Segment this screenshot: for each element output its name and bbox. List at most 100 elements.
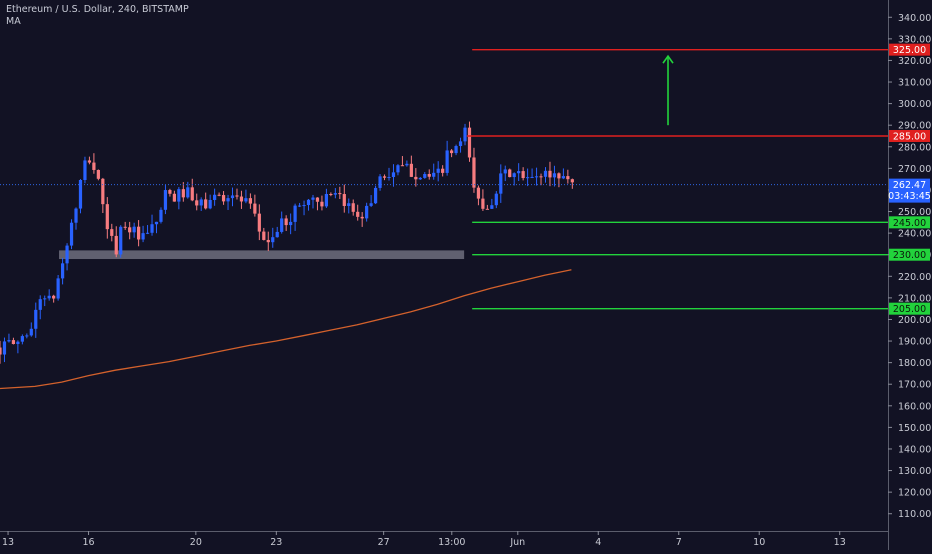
candle-body bbox=[329, 193, 333, 195]
candle-body bbox=[87, 160, 92, 163]
candle-body bbox=[230, 195, 235, 199]
candle-body bbox=[275, 231, 279, 238]
candle-body bbox=[458, 141, 463, 147]
candle-body bbox=[128, 227, 132, 233]
time-tick-label: 7 bbox=[676, 537, 682, 548]
candle-body bbox=[280, 218, 284, 232]
candle-body bbox=[463, 127, 467, 142]
candle-body bbox=[195, 200, 199, 206]
candle-body bbox=[137, 226, 141, 240]
candle-body bbox=[557, 173, 561, 179]
candle-body bbox=[43, 298, 47, 300]
candle-body bbox=[382, 176, 387, 178]
moving-average-line bbox=[0, 269, 572, 390]
candle-body bbox=[172, 193, 176, 202]
candle-body bbox=[217, 194, 221, 196]
countdown-label: 03:43:45 bbox=[888, 191, 931, 202]
price-tick-label: 270.00 bbox=[898, 164, 931, 175]
candle-body bbox=[526, 177, 530, 179]
candle-body bbox=[365, 205, 369, 219]
candle-body bbox=[445, 150, 449, 173]
support-245-label: 245.00 bbox=[893, 218, 926, 229]
support-zone bbox=[59, 250, 465, 260]
candle-body bbox=[181, 189, 185, 198]
candle-body bbox=[320, 201, 324, 207]
candle-body bbox=[467, 127, 472, 158]
candle-body bbox=[333, 193, 337, 195]
time-tick-label: 16 bbox=[82, 537, 94, 548]
candle-body bbox=[414, 176, 418, 180]
price-tick-label: 150.00 bbox=[898, 423, 931, 434]
time-axis-panel bbox=[0, 531, 888, 550]
candle-body bbox=[266, 239, 270, 243]
candle-body bbox=[186, 187, 190, 198]
resistance-325-label: 325.00 bbox=[893, 45, 926, 56]
candle-body bbox=[338, 193, 342, 195]
candle-body bbox=[284, 218, 288, 226]
candle-body bbox=[101, 178, 105, 205]
candle-body bbox=[427, 174, 431, 177]
candle-body bbox=[409, 163, 413, 177]
candle-body bbox=[503, 169, 507, 174]
candle-body bbox=[123, 226, 127, 228]
candle-body bbox=[204, 199, 208, 209]
price-tick-label: 210.00 bbox=[898, 293, 931, 304]
price-tick-label: 310.00 bbox=[898, 78, 931, 89]
candle-body bbox=[351, 203, 355, 212]
price-tick-label: 280.00 bbox=[898, 142, 931, 153]
candle-body bbox=[78, 180, 83, 209]
candle-body bbox=[512, 173, 516, 178]
candle-body bbox=[373, 187, 378, 204]
candle-body bbox=[297, 205, 302, 207]
price-tick-label: 330.00 bbox=[898, 34, 931, 45]
time-tick-label: 20 bbox=[190, 537, 202, 548]
candle-body bbox=[494, 193, 498, 206]
candle-body bbox=[20, 336, 24, 342]
candle-body bbox=[2, 341, 7, 355]
candle-body bbox=[257, 213, 261, 232]
time-tick-label: 27 bbox=[378, 537, 390, 548]
time-tick-label: 10 bbox=[753, 537, 765, 548]
time-tick-label: Jun bbox=[509, 537, 525, 548]
candle-body bbox=[213, 194, 217, 200]
candle-body bbox=[168, 190, 172, 194]
candle-body bbox=[159, 209, 163, 222]
candle-body bbox=[289, 221, 293, 226]
candle-body bbox=[60, 263, 65, 279]
candle-body bbox=[315, 197, 320, 202]
candle-body bbox=[119, 226, 123, 255]
support-230-label: 230.00 bbox=[893, 250, 926, 261]
price-tick-label: 250.00 bbox=[898, 207, 931, 218]
support-230-label-bg bbox=[889, 248, 930, 261]
candle-body bbox=[83, 160, 87, 181]
candle-body bbox=[423, 174, 427, 178]
support-205-label: 205.00 bbox=[893, 304, 926, 315]
candle-body bbox=[271, 237, 275, 243]
resistance-285-label: 285.00 bbox=[893, 131, 926, 142]
price-tick-label: 290.00 bbox=[898, 121, 931, 132]
candle-body bbox=[114, 235, 118, 255]
target-arrow-head bbox=[662, 54, 674, 64]
candle-body bbox=[449, 150, 454, 154]
time-tick-label: 13:00 bbox=[438, 537, 465, 548]
candle-body bbox=[226, 198, 230, 202]
resistance-325-label-bg bbox=[889, 43, 930, 56]
price-tick-label: 220.00 bbox=[898, 272, 931, 283]
candle-body bbox=[154, 221, 159, 225]
candle-body bbox=[110, 229, 114, 236]
candle-body bbox=[476, 187, 481, 199]
time-tick-label: 13 bbox=[834, 537, 846, 548]
candle-body bbox=[52, 295, 56, 299]
candle-body bbox=[543, 170, 548, 177]
candle-body bbox=[490, 205, 494, 209]
price-tick-label: 110.00 bbox=[898, 509, 931, 520]
candle-body bbox=[7, 340, 11, 342]
price-tick-label: 180.00 bbox=[898, 358, 931, 369]
candle-body bbox=[548, 170, 552, 178]
candle-body bbox=[221, 195, 226, 202]
candle-body bbox=[105, 204, 109, 230]
candle-body bbox=[306, 199, 311, 206]
candle-body bbox=[436, 168, 440, 173]
